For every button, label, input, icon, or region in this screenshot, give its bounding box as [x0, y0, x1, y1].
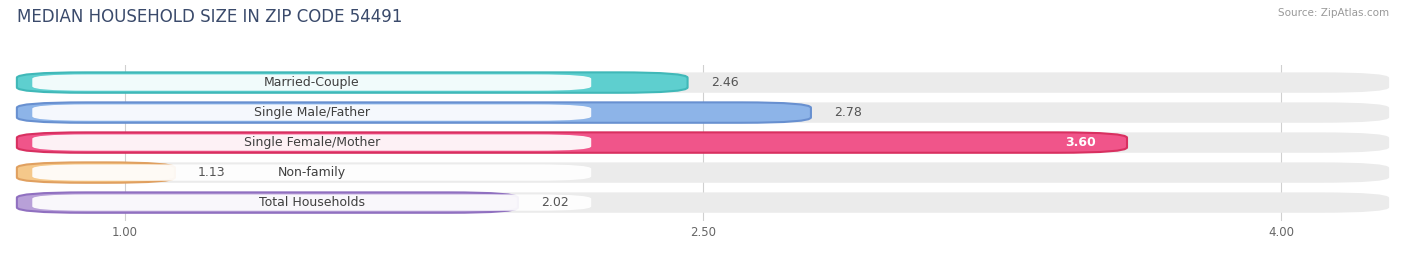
Text: 2.02: 2.02 — [541, 196, 569, 209]
Text: 3.60: 3.60 — [1066, 136, 1097, 149]
FancyBboxPatch shape — [17, 72, 1389, 93]
FancyBboxPatch shape — [17, 162, 174, 183]
Text: Single Male/Father: Single Male/Father — [253, 106, 370, 119]
Text: 2.46: 2.46 — [710, 76, 738, 89]
FancyBboxPatch shape — [32, 164, 591, 181]
FancyBboxPatch shape — [32, 75, 591, 91]
FancyBboxPatch shape — [17, 132, 1128, 153]
Text: 2.78: 2.78 — [834, 106, 862, 119]
FancyBboxPatch shape — [17, 102, 1389, 123]
Text: Total Households: Total Households — [259, 196, 364, 209]
FancyBboxPatch shape — [17, 132, 1389, 153]
Text: 1.13: 1.13 — [198, 166, 226, 179]
Text: Non-family: Non-family — [278, 166, 346, 179]
Text: MEDIAN HOUSEHOLD SIZE IN ZIP CODE 54491: MEDIAN HOUSEHOLD SIZE IN ZIP CODE 54491 — [17, 8, 402, 26]
FancyBboxPatch shape — [17, 192, 1389, 213]
FancyBboxPatch shape — [32, 134, 591, 151]
Text: Single Female/Mother: Single Female/Mother — [243, 136, 380, 149]
Text: Source: ZipAtlas.com: Source: ZipAtlas.com — [1278, 8, 1389, 18]
FancyBboxPatch shape — [32, 104, 591, 121]
FancyBboxPatch shape — [17, 162, 1389, 183]
FancyBboxPatch shape — [17, 102, 811, 123]
Text: Married-Couple: Married-Couple — [264, 76, 360, 89]
FancyBboxPatch shape — [32, 194, 591, 211]
FancyBboxPatch shape — [17, 192, 517, 213]
FancyBboxPatch shape — [17, 72, 688, 93]
